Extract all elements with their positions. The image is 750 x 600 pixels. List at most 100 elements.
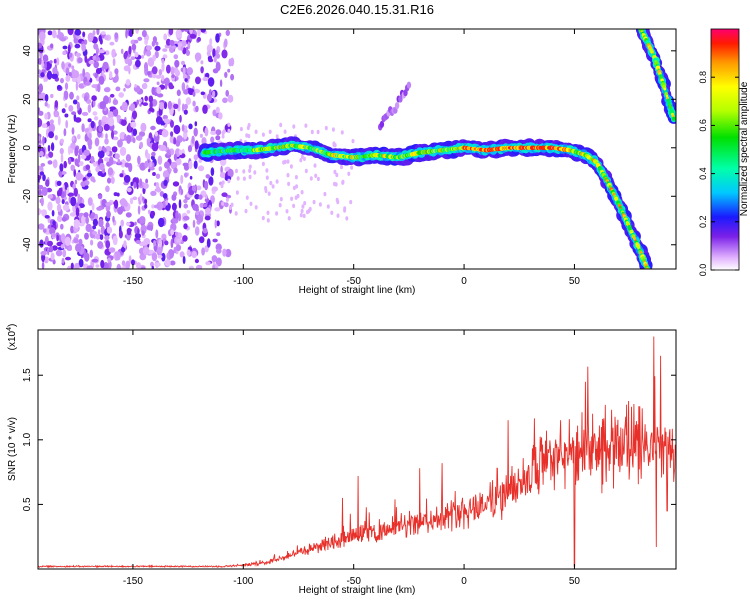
noise-speckle [87,104,92,113]
noise-speckle [340,164,343,170]
noise-speckle [331,127,335,132]
noise-speckle [46,121,51,127]
noise-speckle [73,219,80,229]
noise-speckle [95,264,100,268]
noise-speckle [155,74,162,79]
noise-speckle [234,211,238,216]
noise-speckle [154,45,161,52]
noise-speckle [139,141,144,149]
noise-speckle [227,128,231,134]
noise-speckle [112,99,119,106]
x-tick-label: -100 [233,576,253,587]
noise-speckle [92,218,98,227]
noise-speckle [189,33,197,39]
noise-speckle [275,134,279,139]
noise-speckle [266,218,270,223]
noise-speckle [214,219,217,229]
noise-speckle [306,209,309,215]
noise-speckle [123,200,128,207]
noise-speckle [60,233,66,242]
y-tick-label: 40 [22,45,33,57]
noise-speckle [76,95,80,101]
noise-speckle [152,54,157,62]
noise-speckle [72,99,78,105]
noise-speckle [189,29,193,35]
y-tick-label: 0.5 [22,497,33,511]
noise-speckle [151,252,158,262]
noise-speckle [103,87,111,93]
noise-speckle [92,99,96,107]
noise-speckle [39,150,44,157]
noise-speckle [215,106,220,114]
noise-speckle [44,94,49,102]
noise-speckle [47,194,54,199]
noise-speckle [139,178,143,187]
noise-speckle [57,115,61,126]
noise-speckle [195,210,200,216]
noise-speckle [183,223,188,230]
noise-speckle [134,51,139,58]
upper-track-core [664,92,668,96]
noise-speckle [336,213,340,218]
noise-speckle [139,253,147,261]
noise-speckle [126,227,132,236]
noise-speckle [114,32,119,39]
noise-speckle [343,208,347,213]
noise-speckle [222,129,226,134]
noise-speckle [125,29,128,39]
noise-speckle [175,29,182,39]
noise-speckle [98,125,103,132]
noise-speckle [72,135,75,142]
noise-speckle [82,68,86,78]
colorbar-tick-label: 0.2 [698,216,708,229]
noise-speckle [47,144,51,152]
noise-speckle [83,95,88,102]
y-tick-label: 20 [22,93,33,105]
noise-speckle [266,210,270,215]
noise-speckle [124,162,130,168]
noise-speckle [87,197,93,206]
noise-speckle [215,49,219,58]
noise-speckle [283,129,287,134]
noise-speckle [38,107,41,115]
noise-speckle [114,68,119,75]
noise-speckle [107,177,112,184]
noise-speckle [166,149,171,156]
noise-speckle [157,254,163,259]
noise-speckle [170,131,174,137]
noise-speckle [66,187,70,195]
noise-speckle [294,175,298,180]
noise-speckle [214,207,221,212]
noise-speckle [143,78,150,83]
noise-speckle [287,181,291,187]
noise-speckle [64,113,69,118]
noise-speckle [137,205,141,215]
noise-speckle [227,122,231,128]
noise-speckle [83,149,90,156]
noise-speckle [308,206,312,212]
noise-speckle [47,201,53,211]
noise-speckle [74,117,82,123]
noise-speckle [165,200,168,206]
noise-speckle [117,139,123,148]
snr-y-axis: 0.5 1.0 1.5 [22,368,676,511]
noise-speckle [135,59,141,68]
noise-speckle [41,186,48,196]
noise-speckle [56,203,62,212]
noise-speckle [120,48,124,54]
noise-speckle [91,202,95,211]
noise-speckle [167,100,173,110]
noise-speckle [330,210,334,215]
noise-speckle [205,207,211,215]
noise-speckle [78,258,84,268]
noise-speckle [192,219,196,228]
noise-speckle [222,97,228,104]
noise-speckle [98,34,102,42]
noise-speckle [130,121,137,128]
noise-speckle [56,180,62,186]
noise-speckle [67,145,71,155]
noise-speckle [68,52,73,58]
noise-speckle [184,172,188,178]
noise-speckle [84,54,88,63]
noise-speckle [144,39,149,45]
